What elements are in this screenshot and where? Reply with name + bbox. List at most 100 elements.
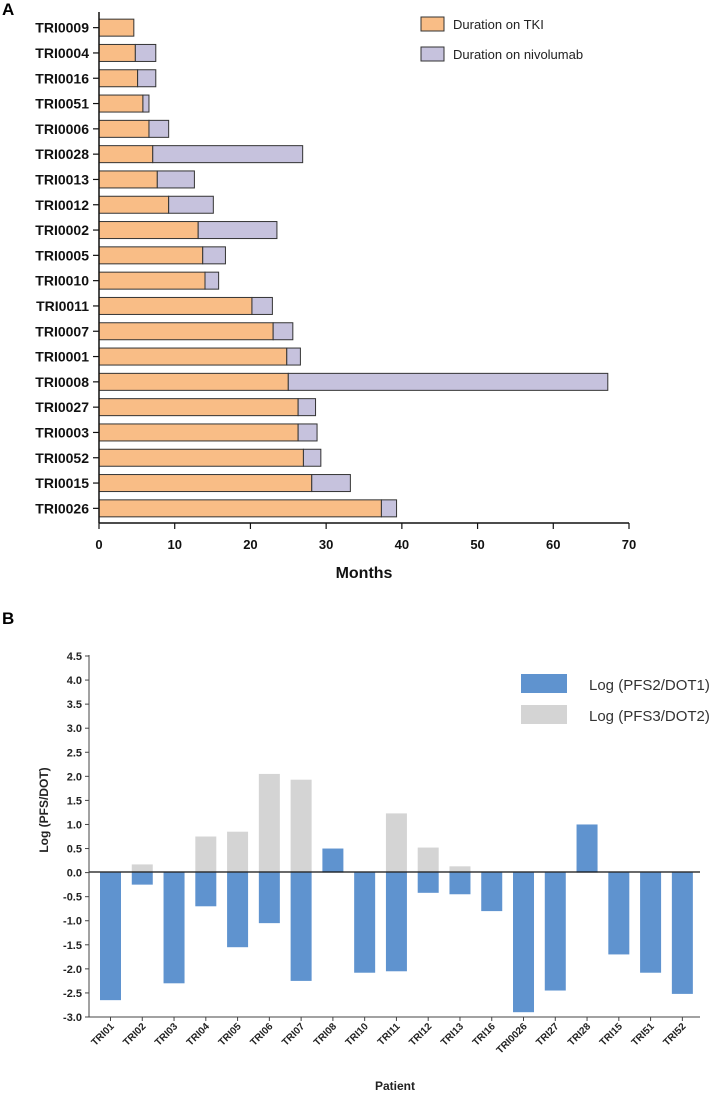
y-tick-label: TRI0051 [35, 96, 89, 112]
bar-tki-tri0007 [98, 322, 274, 341]
bar-pfs2-tri07 [290, 872, 312, 981]
x-tick-label: 50 [470, 537, 484, 552]
legend-swatch-pfs3 [521, 705, 567, 724]
x-tick-label: TRI11 [376, 1021, 403, 1048]
x-tick-label: TRI04 [185, 1021, 212, 1048]
bar-tki-tri0009 [98, 18, 135, 37]
bar-nivolumab-tri0052 [302, 448, 322, 467]
bar-pfs3-tri05 [227, 831, 249, 873]
bar-nivolumab-tri0008 [287, 372, 609, 391]
bar-tki-tri0015 [98, 474, 313, 493]
x-tick-label: TRI28 [566, 1021, 593, 1048]
bar-pfs2-tri04 [195, 872, 217, 907]
x-tick-label: TRI02 [121, 1021, 148, 1048]
bar-tki-tri0003 [98, 423, 299, 442]
y-tick-label: TRI0028 [35, 146, 89, 162]
y-tick-label: -1.5 [63, 940, 82, 952]
panel-b-x-axis-label: Patient [375, 1079, 415, 1093]
y-tick-label: 1.0 [67, 819, 82, 831]
y-tick-label: TRI0012 [35, 197, 89, 213]
panel-a-letter: A [2, 0, 14, 19]
y-tick-label: 3.0 [67, 723, 82, 735]
x-tick-label: TRI06 [248, 1021, 275, 1048]
bar-nivolumab-tri0011 [251, 296, 273, 315]
y-tick-label: TRI0003 [35, 424, 89, 440]
bar-nivolumab-tri0007 [272, 322, 294, 341]
bar-pfs2-tri16 [481, 872, 503, 912]
x-tick-label: TRI12 [407, 1021, 434, 1048]
x-tick-label: TRI07 [280, 1021, 307, 1048]
bar-pfs3-tri04 [195, 836, 217, 873]
y-tick-label: TRI0015 [35, 475, 89, 491]
y-tick-label: -2.5 [63, 988, 82, 1000]
x-tick-label: TRI01 [90, 1021, 117, 1048]
panel-a-legend: Duration on TKI Duration on nivolumab [420, 16, 583, 62]
bar-pfs2-tri15 [608, 872, 630, 955]
bar-pfs2-tri02 [131, 872, 153, 885]
legend-label-nivolumab: Duration on nivolumab [453, 47, 583, 62]
legend-label-tki: Duration on TKI [453, 17, 544, 32]
y-tick-label: TRI0004 [35, 45, 89, 61]
y-tick-label: 4.0 [67, 675, 82, 687]
bar-pfs2-tri05 [227, 872, 249, 948]
bar-tki-tri0028 [98, 145, 154, 164]
bar-pfs2-tri51 [640, 872, 662, 973]
bar-pfs2-tri10 [354, 872, 376, 973]
y-tick-label: TRI0013 [35, 171, 89, 187]
bar-nivolumab-tri0016 [137, 69, 157, 88]
bar-pfs2-tri28 [576, 824, 598, 873]
x-tick-label: TRI15 [598, 1021, 625, 1048]
bar-nivolumab-tri0006 [148, 119, 170, 138]
x-tick-label: 10 [167, 537, 181, 552]
bar-tki-tri0013 [98, 170, 158, 189]
panel-a-duration-chart: A TRI0009TRI0004TRI0016TRI0051TRI0006TRI… [2, 0, 636, 582]
x-tick-label: 30 [319, 537, 333, 552]
bar-tki-tri0004 [98, 43, 136, 62]
bar-pfs2-tri27 [544, 872, 566, 991]
x-tick-label: TRI51 [630, 1021, 657, 1048]
panel-a-x-axis-label: Months [336, 565, 393, 582]
bar-tki-tri0002 [98, 221, 199, 240]
bar-pfs3-tri07 [290, 779, 312, 873]
y-tick-label: TRI0027 [35, 399, 89, 415]
y-tick-label: 0.0 [67, 868, 82, 880]
bar-pfs3-tri12 [417, 847, 439, 873]
bar-tki-tri0027 [98, 398, 299, 417]
y-tick-label: -2.0 [63, 964, 82, 976]
panel-b-log-ratio-chart: B 4.5 4.0 3.5 3.0 2.5 2.0 1.5 1.0 0.5 0.0 -0.5 -1.0… [2, 609, 710, 1093]
bar-nivolumab-tri0028 [152, 145, 304, 164]
bar-pfs2-tri01 [100, 872, 121, 1001]
legend-swatch-pfs2 [521, 674, 567, 693]
bar-nivolumab-tri0026 [380, 499, 398, 518]
bar-pfs2-tri52 [671, 872, 693, 994]
x-tick-label: 20 [243, 537, 257, 552]
y-tick-label: TRI0010 [35, 273, 89, 289]
x-tick-label: 0 [95, 537, 102, 552]
bar-tki-tri0011 [98, 296, 253, 315]
y-tick-label: TRI0016 [35, 70, 89, 86]
panel-a-x-tick-labels: 0 10 20 30 40 50 60 70 [95, 523, 636, 552]
x-tick-label: 40 [395, 537, 409, 552]
bar-nivolumab-tri0003 [297, 423, 318, 442]
x-tick-label: TRI03 [153, 1021, 180, 1048]
bar-tki-tri0026 [98, 499, 382, 518]
bar-pfs3-tri13 [449, 866, 471, 873]
x-tick-label: TRI08 [312, 1021, 339, 1048]
y-tick-label: 4.5 [67, 651, 82, 663]
bar-pfs3-tri06 [258, 773, 280, 873]
y-tick-label: TRI0001 [35, 349, 89, 365]
bar-pfs3-tri02 [131, 864, 153, 873]
panel-a-bars [98, 18, 609, 518]
x-tick-label: TRI05 [217, 1021, 244, 1048]
bar-nivolumab-tri0010 [204, 271, 220, 290]
bar-nivolumab-tri0002 [197, 221, 278, 240]
y-tick-label: TRI0009 [35, 20, 89, 36]
panel-a-y-tick-labels: TRI0009 TRI0004 TRI0016 TRI0051 TRI0006 TRI00… [35, 20, 99, 516]
x-tick-label: 70 [622, 537, 636, 552]
y-tick-label: 0.5 [67, 844, 82, 856]
bar-pfs2-tri11 [385, 872, 407, 972]
bar-pfs2-tri06 [258, 872, 280, 924]
y-tick-label: TRI0006 [35, 121, 89, 137]
bar-pfs2-tri12 [417, 872, 439, 893]
